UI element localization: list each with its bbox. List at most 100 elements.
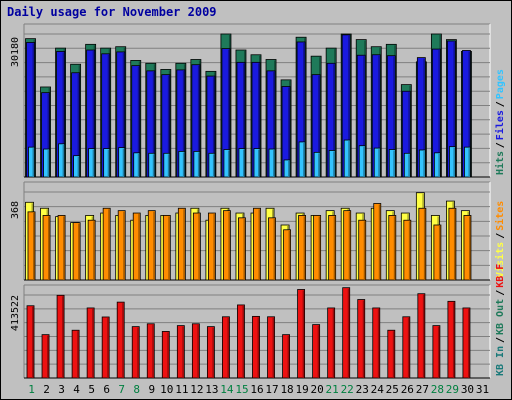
bar-pages-shade xyxy=(273,150,275,177)
bar-pages xyxy=(238,148,246,178)
bar-pages-shade xyxy=(258,149,260,177)
bar-kbytes xyxy=(86,307,95,379)
bar-kbytes xyxy=(282,334,290,379)
bar-kbytes xyxy=(252,315,260,379)
bar-kbytes-shade xyxy=(32,306,34,378)
bar-kbytes xyxy=(131,326,140,379)
bar-sites-shade xyxy=(288,230,291,280)
bar-pages xyxy=(103,148,111,178)
bar-kbytes xyxy=(432,325,441,379)
bar-sites xyxy=(313,215,322,281)
day-label: 7 xyxy=(118,383,125,396)
day-label: 5 xyxy=(88,383,95,396)
bar-kbytes xyxy=(222,316,230,379)
bar-sites-shade xyxy=(348,211,351,280)
bar-files-shade xyxy=(32,43,35,177)
bar-kbytes-shade xyxy=(362,300,365,378)
bar-kbytes-shade xyxy=(122,303,124,378)
bar-kbytes-shade xyxy=(92,308,94,378)
bar-pages xyxy=(193,151,201,178)
bar-pages-shade xyxy=(242,149,245,177)
bar-sites xyxy=(448,207,457,281)
bar-kbytes-shade xyxy=(437,326,440,378)
bar-kbytes-shade xyxy=(77,331,79,378)
bar-sites xyxy=(388,215,397,281)
bar-kbytes xyxy=(417,293,426,379)
bar-files-shade xyxy=(152,71,155,177)
bar-kbytes-shade xyxy=(347,288,350,378)
day-label: 19 xyxy=(295,383,308,396)
bar-pages-shade xyxy=(47,150,50,177)
bar-kbytes xyxy=(342,287,351,379)
bar-kbytes xyxy=(297,289,306,379)
bar-pages xyxy=(253,148,261,178)
bar-files-shade xyxy=(333,64,335,177)
bar-kbytes-shade xyxy=(137,327,139,378)
bar-kbytes-shade xyxy=(152,324,154,378)
day-label: 10 xyxy=(160,383,173,396)
bar-kbytes xyxy=(146,323,155,379)
bar-pages xyxy=(373,147,381,178)
bar-pages xyxy=(178,151,186,178)
day-label: 11 xyxy=(175,383,188,396)
bar-sites xyxy=(403,219,412,281)
bar-kbytes-shade xyxy=(422,294,425,378)
day-label: 30 xyxy=(461,383,474,396)
bar-files-shade xyxy=(47,93,50,177)
bar-pages-shade xyxy=(378,149,380,177)
day-label: 22 xyxy=(341,383,354,396)
bar-files-shade xyxy=(107,54,110,177)
kbytes-legend-kb-in: KB In xyxy=(495,346,506,376)
bar-sites-shade xyxy=(78,223,80,280)
bar-pages-shade xyxy=(167,154,170,177)
bar-kbytes xyxy=(312,324,321,379)
bar-pages-shade xyxy=(92,149,95,177)
bar-kbytes xyxy=(447,300,456,379)
bar-sites-shade xyxy=(243,218,245,280)
bar-sites xyxy=(72,222,81,281)
bar-kbytes-shade xyxy=(467,308,470,378)
day-label: 14 xyxy=(220,383,234,396)
bar-sites xyxy=(253,207,261,281)
bar-pages-shade xyxy=(408,154,410,177)
day-label: 29 xyxy=(446,383,459,396)
bar-pages-shade xyxy=(137,153,140,177)
bar-sites-shade xyxy=(468,216,471,280)
bar-pages-shade xyxy=(152,154,155,177)
bar-pages xyxy=(73,155,81,178)
bar-pages-shade xyxy=(182,152,185,177)
kbytes-legend-separator: / xyxy=(495,337,506,343)
bar-files-shade xyxy=(453,42,455,178)
bar-kbytes-shade xyxy=(167,332,169,378)
bar-kbytes-shade xyxy=(242,305,244,378)
bar-sites-shade xyxy=(333,216,336,280)
day-label: 23 xyxy=(356,383,369,396)
day-label: 27 xyxy=(416,383,429,396)
bar-kbytes xyxy=(402,316,411,379)
bar-sites-shade xyxy=(258,209,261,280)
hits-files-pages-legend-separator: / xyxy=(495,101,506,107)
bar-pages-shade xyxy=(62,144,65,177)
day-label: 12 xyxy=(190,383,203,396)
bar-pages-shade xyxy=(122,148,125,177)
bar-kbytes-shade xyxy=(332,308,335,378)
bar-sites-shade xyxy=(228,211,230,280)
day-label: 17 xyxy=(265,383,278,396)
bar-pages xyxy=(28,146,35,178)
bar-pages-shade xyxy=(107,149,110,177)
bar-pages xyxy=(449,146,456,178)
bar-pages xyxy=(403,152,411,178)
bar-sites-shade xyxy=(408,221,411,280)
bar-pages xyxy=(433,152,441,178)
bar-pages xyxy=(464,146,471,178)
visits-sites-max-label: 368 xyxy=(10,201,21,219)
day-label: 18 xyxy=(280,383,293,396)
bar-kbytes xyxy=(206,326,215,379)
bar-sites-shade xyxy=(303,216,306,280)
bar-kbytes xyxy=(56,294,65,379)
visits-sites-legend-sites: Sites xyxy=(494,201,506,231)
bar-kbytes-shade xyxy=(302,290,305,378)
bar-sites xyxy=(463,215,472,281)
bar-kbytes-shade xyxy=(212,327,214,378)
bar-sites-shade xyxy=(123,211,125,280)
